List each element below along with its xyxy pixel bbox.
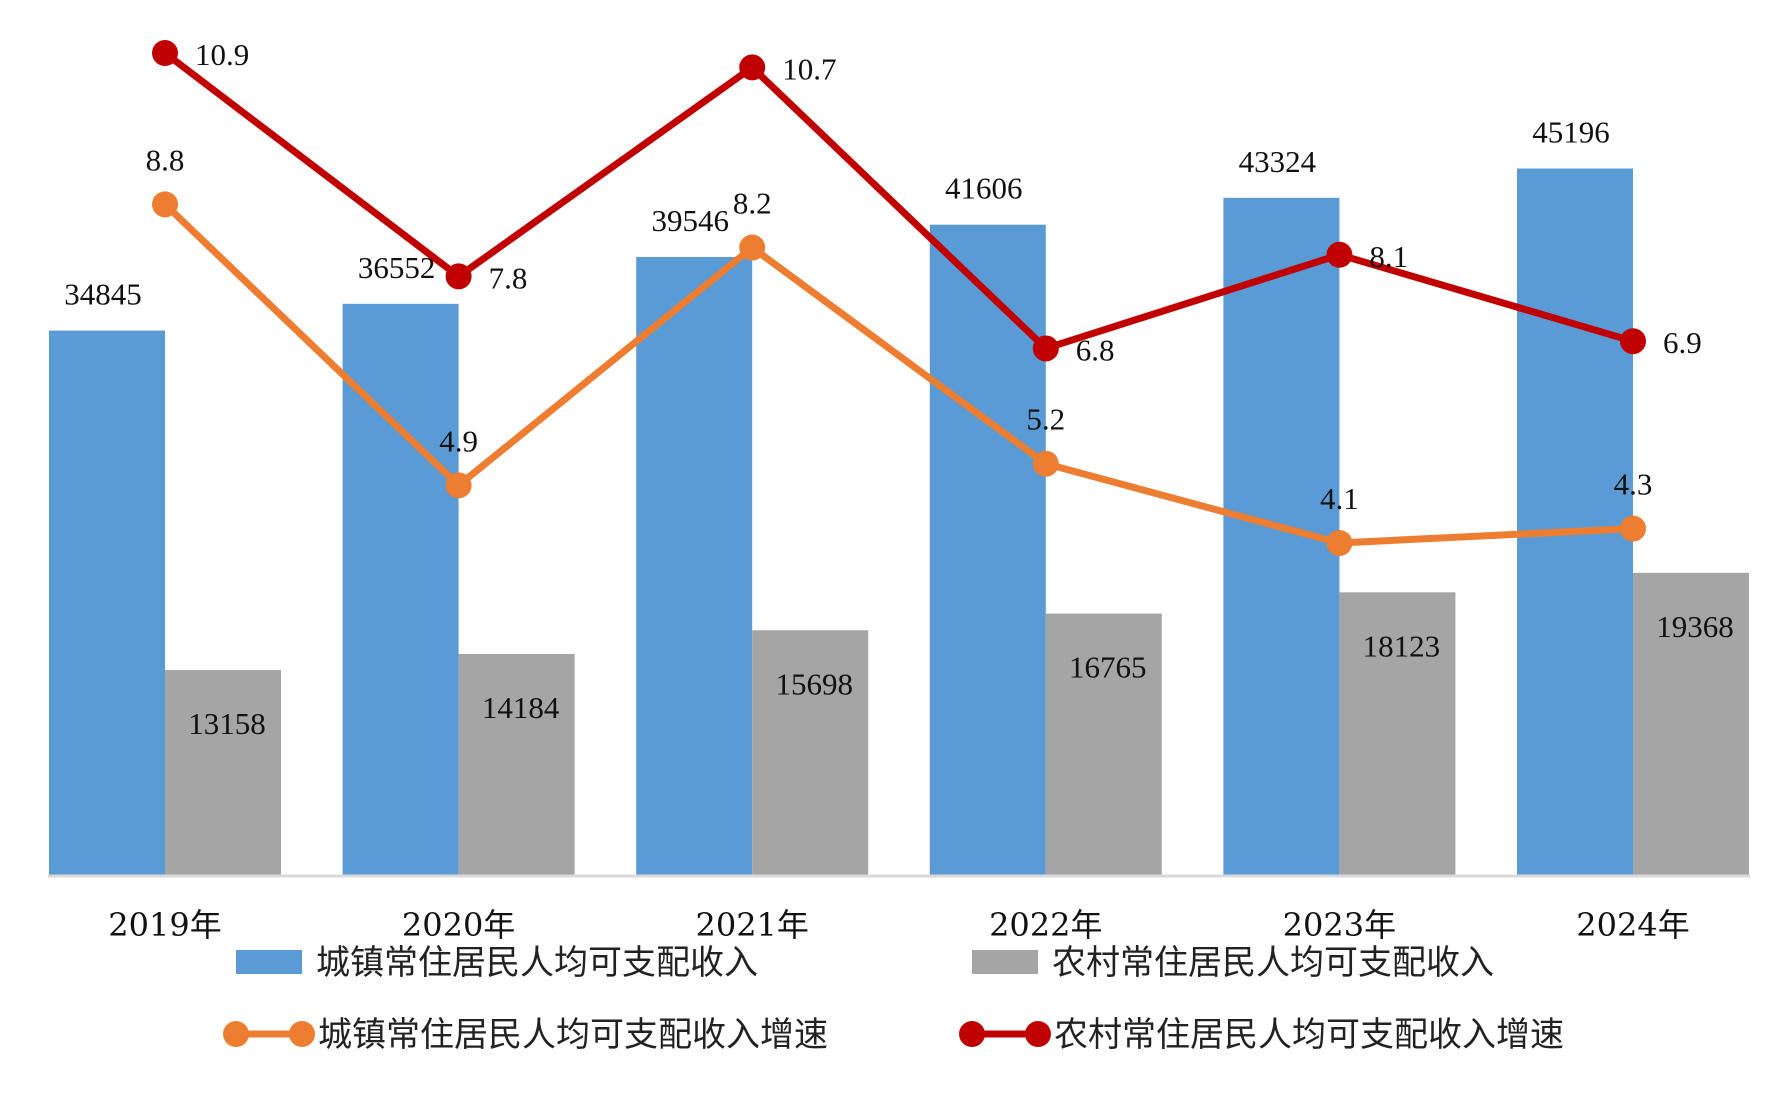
urban-growth-point-2019年: [152, 191, 178, 218]
urban-income-label-2022年: 41606: [945, 171, 1023, 206]
legend-urban-growth: 城镇常住居民人均可支配收入增速: [223, 1015, 828, 1055]
urban-income-bar-2019年: [49, 330, 165, 877]
urban-growth-point-2024年: [1620, 515, 1646, 542]
x-tick-label-2019年: 2019年: [108, 906, 221, 944]
urban-growth-line: [162, 201, 1634, 547]
legend-urban-income-swatch: [236, 950, 302, 974]
x-tick-label-2023年: 2023年: [1283, 906, 1396, 944]
legend-rural-growth-label: 农村常住居民人均可支配收入增速: [1054, 1015, 1564, 1055]
rural-growth-label-2024年: 6.9: [1663, 325, 1702, 360]
urban-growth-point-2023年: [1326, 530, 1353, 556]
rural-income-label-2021年: 15698: [775, 666, 853, 701]
urban-growth-label-2022年: 5.2: [1026, 402, 1065, 437]
legend-urban-growth-swatch-dot-right: [289, 1021, 315, 1047]
rural-growth-label-2020年: 7.8: [489, 260, 528, 295]
urban-growth-point-2022年: [1032, 450, 1059, 477]
legend-rural-growth-swatch-dot-right: [1025, 1021, 1051, 1047]
legend-rural-income-swatch: [972, 950, 1038, 974]
rural-income-bar-2022年: [1045, 613, 1162, 876]
urban-income-bar-2024年: [1517, 168, 1633, 877]
rural-growth-label-2022年: 6.8: [1076, 332, 1115, 367]
legend-rural-growth: 农村常住居民人均可支配收入增速: [959, 1015, 1564, 1055]
rural-growth-point-2023年: [1326, 241, 1353, 268]
rural-income-label-2022年: 16765: [1069, 650, 1147, 685]
legend-urban-income: 城镇常住居民人均可支配收入: [236, 943, 758, 983]
rural-growth-label-2023年: 8.1: [1369, 239, 1408, 274]
x-tick-label-2024年: 2024年: [1576, 906, 1689, 944]
rural-income-label-2023年: 18123: [1363, 628, 1441, 663]
legend-urban-income-label: 城镇常住居民人均可支配收入: [316, 943, 758, 983]
x-tick-label-2022年: 2022年: [989, 906, 1102, 944]
urban-income-bar-2020年: [342, 303, 459, 876]
rural-growth-label-2019年: 10.9: [195, 37, 249, 72]
urban-income-label-2023年: 43324: [1239, 144, 1317, 179]
rural-income-bar-2020年: [458, 653, 575, 876]
rural-growth-label-2021年: 10.7: [782, 51, 836, 86]
urban-growth-point-2020年: [445, 472, 472, 499]
legend-urban-growth-swatch-dot-left: [223, 1021, 249, 1047]
urban-income-label-2019年: 34845: [64, 277, 142, 312]
rural-income-bar-2019年: [165, 670, 281, 876]
urban-growth-label-2023年: 4.1: [1320, 481, 1359, 516]
rural-income-label-2020年: 14184: [482, 690, 560, 725]
rural-growth-point-2021年: [739, 54, 766, 81]
rural-income-bar-2023年: [1339, 592, 1456, 876]
rural-income-label-2024年: 19368: [1656, 609, 1734, 644]
urban-income-label-2021年: 39546: [651, 203, 729, 238]
legend-urban-growth-label: 城镇常住居民人均可支配收入增速: [318, 1015, 828, 1055]
urban-growth-label-2019年: 8.8: [146, 142, 185, 177]
urban-growth-label-2024年: 4.3: [1614, 467, 1653, 502]
legend-rural-income-label: 农村常住居民人均可支配收入: [1052, 943, 1494, 983]
rural-income-bar-2021年: [752, 630, 869, 876]
rural-growth-point-2020年: [445, 263, 472, 290]
urban-income-label-2024年: 45196: [1532, 115, 1610, 150]
urban-income-bar-2022年: [929, 224, 1046, 876]
rural-growth-point-2022年: [1032, 335, 1059, 362]
legend-rural-income: 农村常住居民人均可支配收入: [972, 943, 1494, 983]
rural-income-label-2019年: 13158: [188, 706, 266, 741]
rural-income-bar-2024年: [1633, 572, 1749, 876]
x-tick-label-2021年: 2021年: [695, 906, 808, 944]
rural-growth-line: [162, 50, 1634, 352]
urban-income-label-2020年: 36552: [358, 250, 436, 285]
urban-income-bar-2021年: [636, 256, 753, 876]
urban-growth-label-2021年: 8.2: [733, 186, 772, 221]
urban-growth-label-2020年: 4.9: [439, 423, 478, 458]
legend-rural-growth-swatch-dot-left: [959, 1021, 985, 1047]
rural-growth-point-2024年: [1620, 328, 1646, 355]
rural-growth-point-2019年: [152, 40, 178, 66]
x-tick-label-2020年: 2020年: [402, 906, 515, 944]
urban-growth-point-2021年: [739, 234, 766, 261]
